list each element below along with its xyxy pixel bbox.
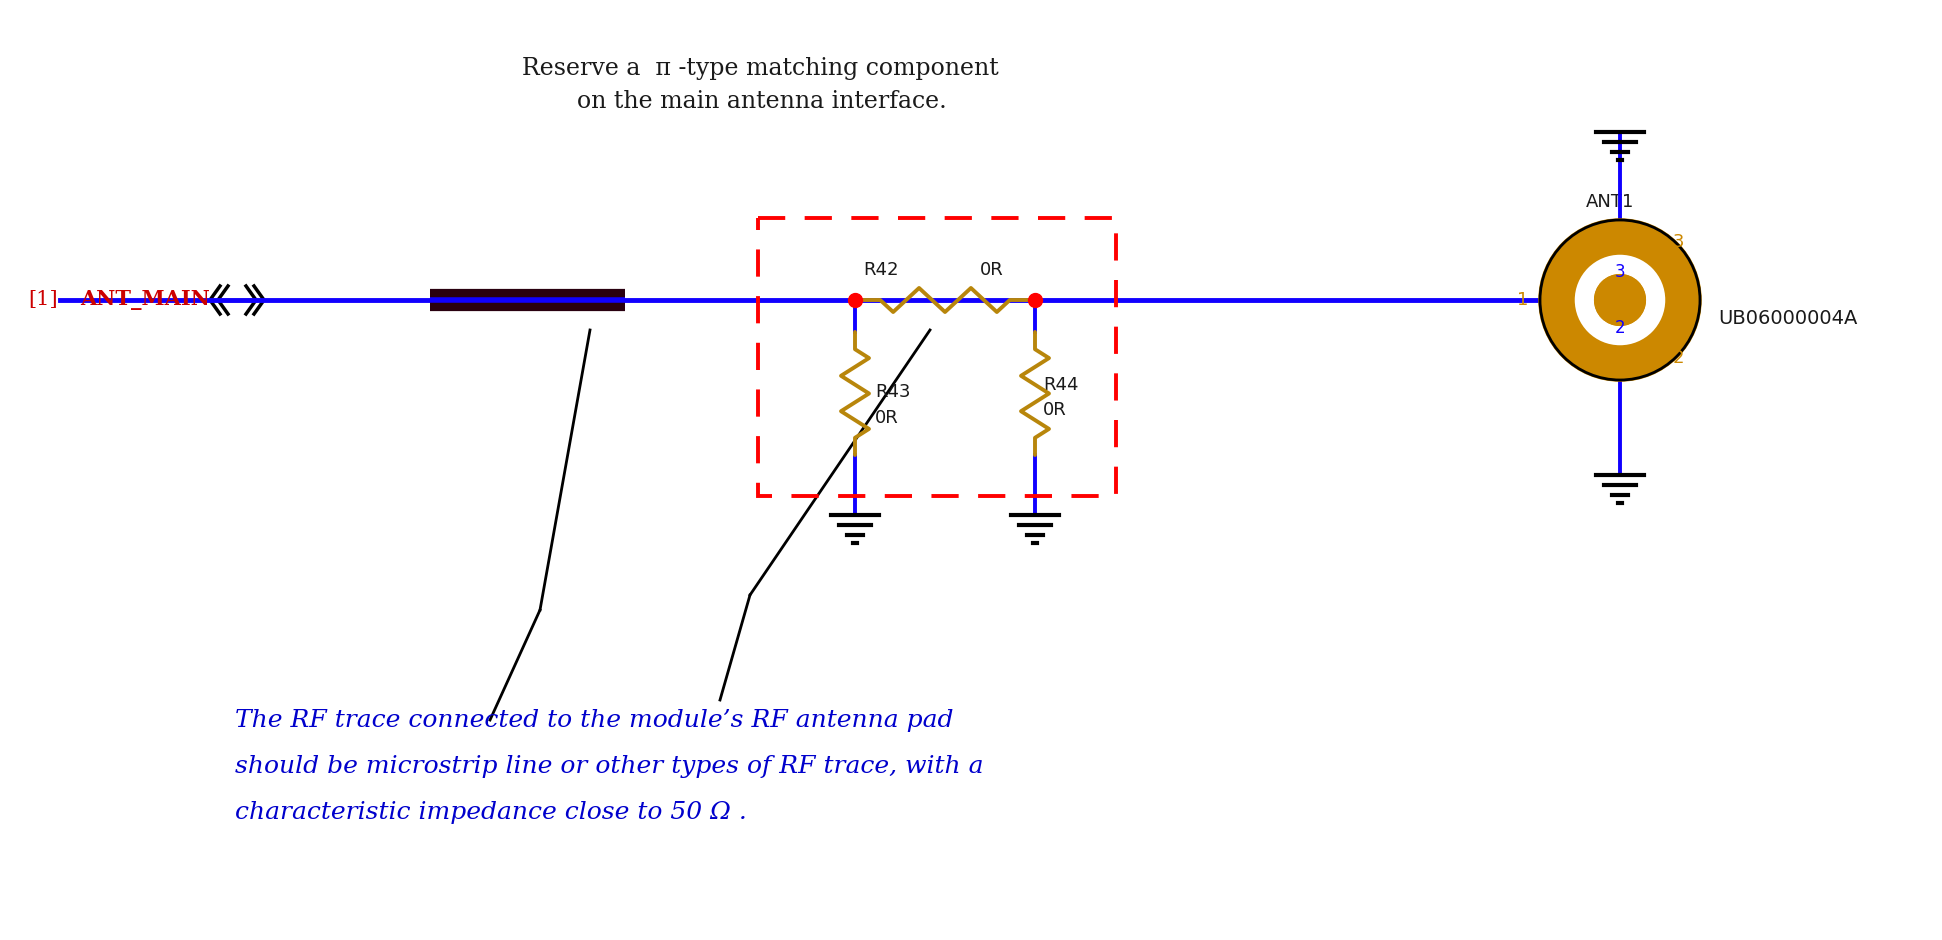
Text: 3: 3 [1672,233,1684,251]
Text: R43: R43 [876,383,911,401]
Text: 0R: 0R [1043,401,1066,419]
Circle shape [1540,220,1699,380]
Text: ANT_MAIN: ANT_MAIN [80,290,210,310]
Text: on the main antenna interface.: on the main antenna interface. [577,90,948,114]
Circle shape [1594,275,1645,325]
Text: The RF trace connected to the module’s RF antenna pad: The RF trace connected to the module’s R… [235,709,954,731]
Text: characteristic impedance close to 50 Ω .: characteristic impedance close to 50 Ω . [235,801,748,823]
Text: R44: R44 [1043,376,1078,394]
Text: R42: R42 [862,261,899,279]
Text: Reserve a  π -type matching component: Reserve a π -type matching component [522,56,998,80]
Bar [757,218,1117,496]
Text: 1: 1 [1517,291,1528,309]
Text: UB06000004A: UB06000004A [1719,308,1857,327]
Circle shape [1573,253,1666,347]
Text: ANT1: ANT1 [1587,193,1633,211]
Text: 3: 3 [1614,263,1625,281]
Text: 0R: 0R [981,261,1004,279]
Text: should be microstrip line or other types of RF trace, with a: should be microstrip line or other types… [235,755,983,777]
Text: 0R: 0R [876,409,899,427]
Text: 2: 2 [1672,349,1684,367]
Text: [1]: [1] [27,290,58,309]
Text: 2: 2 [1614,319,1625,337]
